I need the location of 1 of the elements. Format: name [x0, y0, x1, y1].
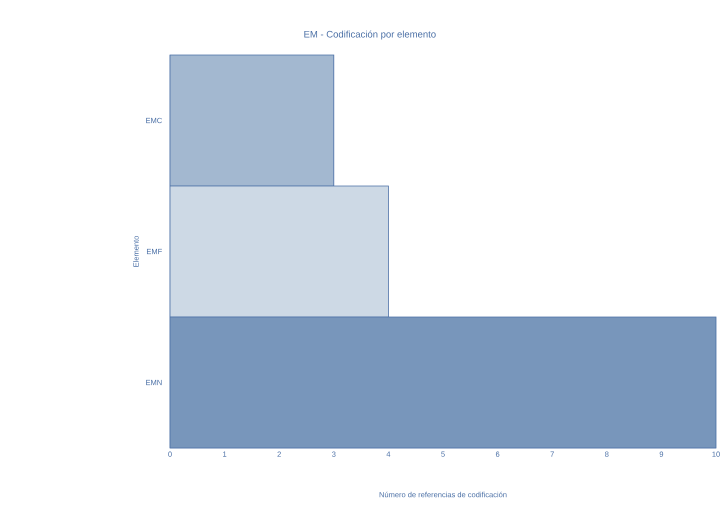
chart-title: EM - Codificación por elemento — [304, 30, 436, 40]
